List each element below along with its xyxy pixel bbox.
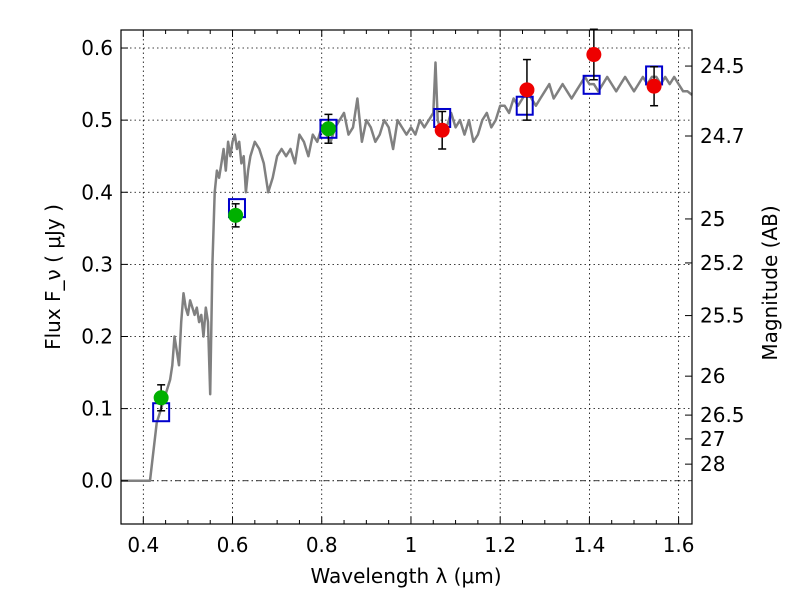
observed-point — [586, 47, 602, 63]
x-tick-label: 0.6 — [217, 533, 249, 557]
x-tick-label: 1.4 — [573, 533, 605, 557]
y-tick-label: 0.1 — [81, 397, 113, 421]
x-tick-labels: 0.4 0.6 0.8 1 1.2 1.4 1.6 — [127, 533, 694, 557]
observed-points — [153, 28, 662, 412]
right-tick-label: 28 — [700, 452, 725, 476]
plot-frame — [120, 29, 693, 525]
y-tick-label: 0.6 — [81, 36, 113, 60]
right-tick-label: 27 — [700, 427, 725, 451]
y-tick-label: 0.4 — [81, 180, 113, 204]
observed-point — [228, 207, 244, 223]
y-axis-label: Flux F_ν ( μJy ) — [41, 204, 65, 350]
x-tick-label: 0.8 — [306, 533, 338, 557]
y-tick-label: 0.5 — [81, 108, 113, 132]
right-tick-label: 25.2 — [700, 251, 745, 275]
observed-point — [434, 122, 450, 138]
x-tick-label: 1.6 — [663, 533, 695, 557]
x-tick-label: 1 — [405, 533, 418, 557]
observed-point — [320, 121, 336, 137]
axis-ticks — [120, 30, 692, 524]
right-axis-label: Magnitude (AB) — [758, 205, 782, 360]
template-spectrum — [121, 61, 693, 482]
x-tick-label: 1.2 — [484, 533, 516, 557]
y-tick-labels: 0.0 0.1 0.2 0.3 0.4 0.5 0.6 — [81, 36, 113, 493]
x-axis-label: Wavelength λ (μm) — [310, 564, 501, 588]
template-spectrum-line — [121, 61, 693, 482]
right-tick-label: 25.5 — [700, 304, 745, 328]
right-tick-label: 26.5 — [700, 403, 745, 427]
grid-lines — [121, 30, 692, 524]
right-tick-label: 24.7 — [700, 124, 745, 148]
right-tick-label: 25 — [700, 207, 725, 231]
y-tick-label: 0.0 — [81, 469, 113, 493]
model-point — [582, 74, 601, 95]
y-tick-label: 0.2 — [81, 324, 113, 348]
observed-point — [153, 390, 169, 406]
x-tick-label: 0.4 — [127, 533, 159, 557]
observed-point — [646, 78, 662, 94]
right-tick-label: 24.5 — [700, 54, 745, 78]
y-tick-label: 0.3 — [81, 252, 113, 276]
right-tick-label: 26 — [700, 364, 725, 388]
observed-point — [519, 82, 535, 98]
